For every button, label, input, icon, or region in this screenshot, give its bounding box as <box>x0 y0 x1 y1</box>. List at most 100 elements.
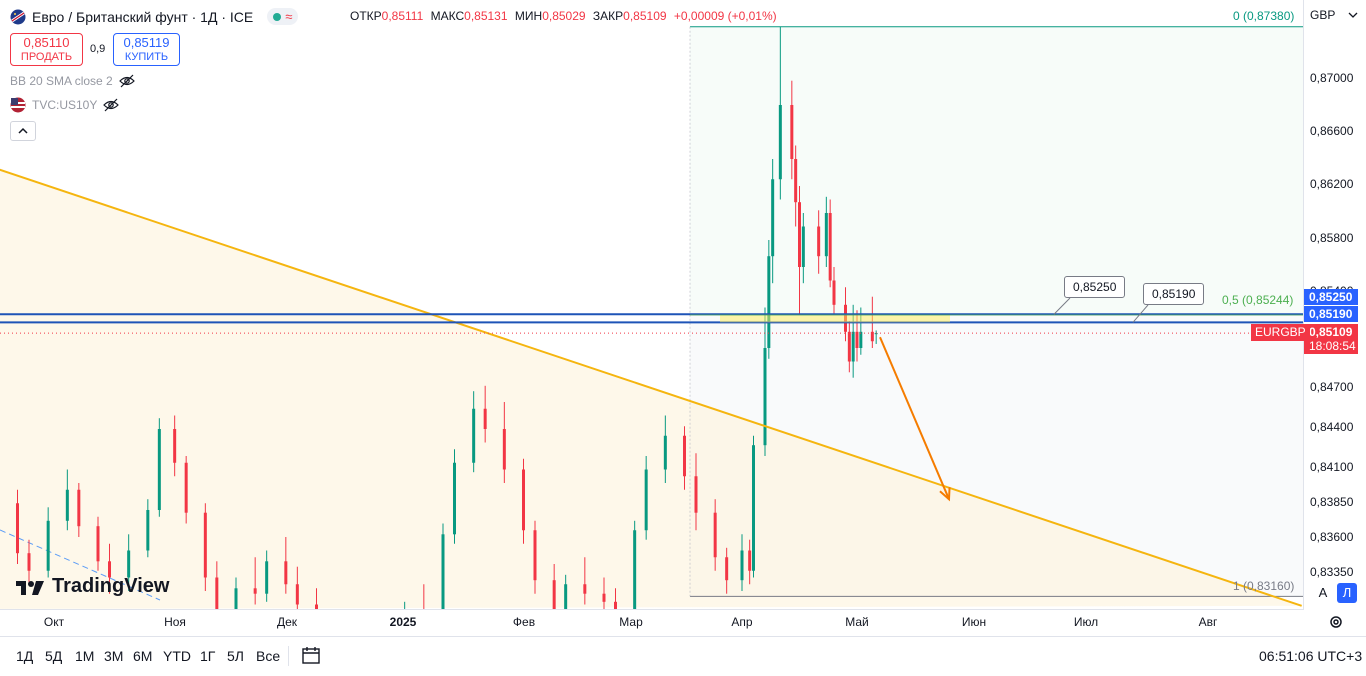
candle-body[interactable] <box>27 553 31 571</box>
chart-settings-button[interactable] <box>1326 612 1346 632</box>
candle-body[interactable] <box>284 561 288 585</box>
high-label: МАКС <box>430 9 465 23</box>
symbol-title[interactable]: Евро / Британский фунт · 1Д · ICE <box>32 8 254 25</box>
clock[interactable]: 06:51:06 UTC+3 <box>1259 648 1363 664</box>
candle-body[interactable] <box>127 550 131 578</box>
candle-body[interactable] <box>798 202 801 267</box>
candle-body[interactable] <box>644 469 648 531</box>
timeframe-button[interactable]: YTD <box>163 648 191 664</box>
log-scale-button[interactable]: Л <box>1337 583 1357 603</box>
sell-button[interactable]: 0,85110 ПРОДАТЬ <box>10 33 83 66</box>
candle-body[interactable] <box>763 348 767 446</box>
candle-body[interactable] <box>778 105 782 180</box>
price-callout-1[interactable]: 0,85250 <box>1064 276 1126 298</box>
timeframe-button[interactable]: 5Л <box>227 648 244 664</box>
candle-body[interactable] <box>801 226 805 268</box>
timeframe-button[interactable]: 1Д <box>16 648 34 664</box>
candle-body[interactable] <box>234 588 238 609</box>
candle-body[interactable] <box>633 530 637 609</box>
price-callout-2[interactable]: 0,85190 <box>1143 283 1205 305</box>
candle-body[interactable] <box>295 584 299 605</box>
candle-body[interactable] <box>740 550 744 581</box>
timeframe-button[interactable]: 5Д <box>45 648 63 664</box>
dashed-trendline[interactable] <box>0 529 161 601</box>
buy-button[interactable]: 0,85119 КУПИТЬ <box>113 33 180 66</box>
candle-body[interactable] <box>65 489 69 521</box>
low-label: МИН <box>514 9 543 23</box>
time-axis-label: Мар <box>619 615 643 629</box>
candle-body[interactable] <box>146 510 150 551</box>
tradingview-watermark[interactable]: TradingView <box>14 575 169 598</box>
timeframe-button[interactable]: Все <box>256 648 281 664</box>
candle-body[interactable] <box>851 331 855 362</box>
candle-body[interactable] <box>96 526 100 562</box>
candle-body[interactable] <box>108 561 111 578</box>
forecast-arrow[interactable] <box>879 336 950 500</box>
candle-body[interactable] <box>663 435 667 470</box>
candle-body[interactable] <box>215 577 219 610</box>
candle-body[interactable] <box>453 462 456 535</box>
eye-off-icon[interactable] <box>103 98 120 112</box>
timeframe-button[interactable]: 6М <box>133 648 153 664</box>
candle-body[interactable] <box>552 580 556 609</box>
candle-body[interactable] <box>522 469 525 531</box>
candle-body[interactable] <box>533 530 537 581</box>
candle-body[interactable] <box>253 588 257 594</box>
price-chart[interactable] <box>0 0 1303 609</box>
price-axis-label: 0,83350 <box>1310 565 1354 579</box>
collapse-legend-button[interactable] <box>10 121 36 141</box>
date-range-button[interactable] <box>300 645 324 667</box>
candle-body[interactable] <box>441 534 445 609</box>
candle-body[interactable] <box>157 429 161 510</box>
candle-body[interactable] <box>564 584 568 609</box>
price-axis[interactable] <box>1303 0 1366 610</box>
us-flag-icon <box>10 97 26 113</box>
candle-body[interactable] <box>203 512 207 578</box>
candle-body[interactable] <box>77 489 81 527</box>
time-axis[interactable] <box>0 609 1303 635</box>
candle-body[interactable] <box>315 604 318 610</box>
candle-body[interactable] <box>824 213 828 257</box>
market-status-badge[interactable]: ≈ <box>267 8 299 25</box>
candle-body[interactable] <box>46 520 50 571</box>
candle-body[interactable] <box>832 280 836 305</box>
close-label: ЗАКР <box>592 9 624 23</box>
candle-body[interactable] <box>173 429 177 463</box>
descending-trendline[interactable] <box>0 159 1302 607</box>
candle-body[interactable] <box>725 557 729 581</box>
candle-body[interactable] <box>817 226 821 257</box>
timeframe-button[interactable]: 3М <box>104 648 124 664</box>
candle-body[interactable] <box>828 213 832 281</box>
candle-body[interactable] <box>583 584 587 594</box>
candle-body[interactable] <box>771 179 775 257</box>
candle-body[interactable] <box>748 550 752 571</box>
candle-body[interactable] <box>184 462 188 513</box>
candle-body[interactable] <box>752 445 755 571</box>
candle-body[interactable] <box>855 331 859 348</box>
timeframe-button[interactable]: 1Г <box>200 648 216 664</box>
candle-body[interactable] <box>614 601 617 609</box>
timeframe-button[interactable]: 1М <box>75 648 95 664</box>
candle-body[interactable] <box>767 256 771 348</box>
candle-body[interactable] <box>683 435 686 477</box>
candle-body[interactable] <box>502 429 506 470</box>
auto-scale-button[interactable]: A <box>1318 585 1328 600</box>
currency-button[interactable]: GBP <box>1304 4 1360 26</box>
indicator-compare[interactable]: TVC:US10Y <box>10 97 120 113</box>
candle-body[interactable] <box>472 408 476 463</box>
candle-body[interactable] <box>16 503 19 554</box>
eye-off-icon[interactable] <box>118 74 135 88</box>
indicator-bb[interactable]: BB 20 SMA close 2 <box>10 74 135 88</box>
candle-body[interactable] <box>790 105 794 159</box>
candle-body[interactable] <box>694 476 698 513</box>
candle-body[interactable] <box>265 561 269 594</box>
price-axis-label: 0,84400 <box>1310 420 1354 434</box>
candle-body[interactable] <box>602 593 606 602</box>
high-value: 0,85131 <box>464 9 508 23</box>
candle-body[interactable] <box>859 331 863 348</box>
candle-body[interactable] <box>847 331 851 362</box>
candle-body[interactable] <box>794 159 798 203</box>
candle-body[interactable] <box>713 512 717 558</box>
candle-body[interactable] <box>483 408 487 429</box>
candle-body[interactable] <box>870 331 874 342</box>
